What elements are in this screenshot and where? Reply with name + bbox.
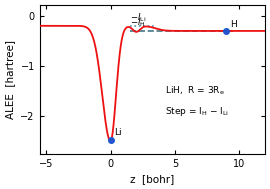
- Y-axis label: ALEE  [hartree]: ALEE [hartree]: [5, 40, 15, 119]
- Text: $-I_{\mathrm{Li}}$: $-I_{\mathrm{Li}}$: [130, 12, 147, 24]
- Text: H: H: [230, 20, 237, 29]
- Text: LiH,  R = 3R$_\mathrm{e}$: LiH, R = 3R$_\mathrm{e}$: [165, 84, 224, 97]
- Text: Step = I$_{\mathrm{H}}$ $-$ I$_{\mathrm{Li}}$: Step = I$_{\mathrm{H}}$ $-$ I$_{\mathrm{…: [165, 105, 229, 118]
- Text: Li: Li: [114, 128, 122, 137]
- Text: $-I_{\mathrm{H}}$: $-I_{\mathrm{H}}$: [130, 17, 146, 29]
- X-axis label: z  [bohr]: z [bohr]: [130, 174, 174, 184]
